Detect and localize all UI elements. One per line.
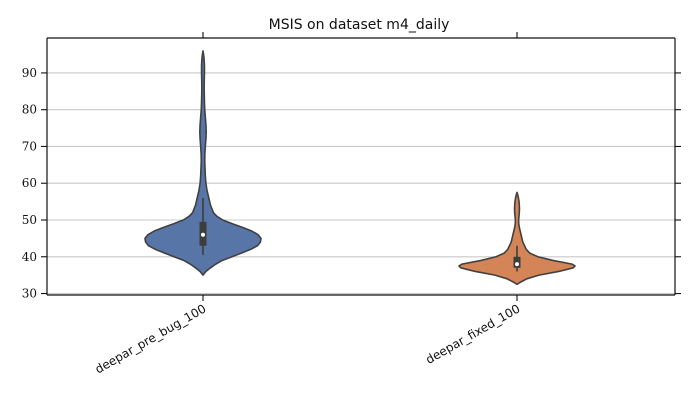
y-tick-label-50: 50 bbox=[22, 213, 37, 227]
violin-body-1 bbox=[458, 191, 576, 286]
x-category-label-0: deepar_pre_bug_100 bbox=[93, 301, 209, 376]
y-tick-label-80: 80 bbox=[22, 103, 37, 117]
y-tick-label-30: 30 bbox=[22, 287, 37, 301]
chart-title: MSIS on dataset m4_daily bbox=[269, 17, 450, 33]
y-tick-label-60: 60 bbox=[22, 176, 37, 190]
violin-body-0 bbox=[144, 50, 262, 276]
ticks bbox=[41, 32, 681, 301]
violin-median-1 bbox=[515, 262, 519, 267]
y-tick-label-40: 40 bbox=[22, 250, 37, 264]
y-tick-label-90: 90 bbox=[22, 66, 37, 80]
violin-median-0 bbox=[201, 232, 205, 237]
axes bbox=[46, 37, 676, 296]
y-tick-label-70: 70 bbox=[22, 139, 37, 153]
tick-labels: 30 40 50 60 70 80 90 deepar_pre_bug_100 deepar_f… bbox=[22, 66, 523, 377]
x-category-label-1: deepar_fixed_100 bbox=[423, 301, 522, 366]
violins bbox=[144, 50, 576, 286]
grid-lines bbox=[47, 72, 675, 295]
